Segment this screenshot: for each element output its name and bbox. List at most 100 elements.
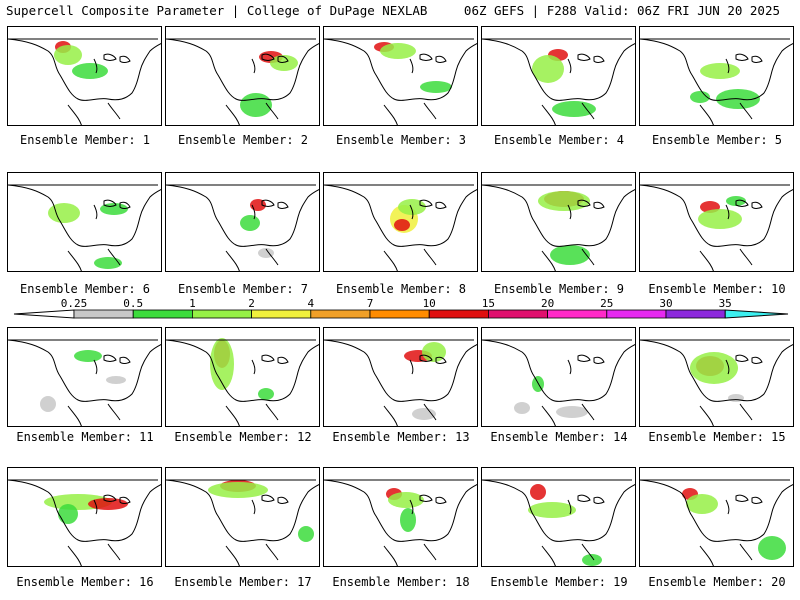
- coastline: [67, 543, 121, 566]
- coastline: [93, 53, 131, 74]
- scp-contour: [388, 492, 424, 508]
- scp-contour: [72, 63, 108, 79]
- member-label: Ensemble Member: 19: [490, 575, 628, 589]
- member-map-20: [639, 467, 794, 567]
- scp-contour: [538, 191, 590, 211]
- colorbar-segment: [73, 309, 134, 319]
- us-map-outline: [482, 38, 635, 125]
- scp-contour: [582, 554, 602, 566]
- scp-contour: [552, 101, 596, 117]
- member-label: Ensemble Member: 6: [19, 282, 151, 296]
- member-map-2: [165, 26, 320, 126]
- member-map-14: [481, 327, 636, 427]
- colorbar-segment: [191, 309, 252, 319]
- scp-contour: [698, 209, 742, 229]
- member-label: Ensemble Member: 7: [177, 282, 309, 296]
- coastline: [67, 102, 121, 125]
- coastline: [166, 184, 319, 247]
- scp-contour: [208, 482, 268, 498]
- coastline: [93, 199, 131, 220]
- coastline: [93, 494, 131, 515]
- member-map-11: [7, 327, 162, 427]
- colorbar-tick-label: 15: [481, 297, 496, 310]
- us-map-outline: [8, 479, 161, 566]
- coastline: [541, 403, 595, 426]
- scp-contour: [398, 199, 426, 215]
- scp-contour: [54, 45, 82, 65]
- member-label: Ensemble Member: 2: [177, 133, 309, 147]
- member-label: Ensemble Member: 11: [16, 430, 154, 444]
- scp-contour: [258, 248, 274, 258]
- member-label: Ensemble Member: 9: [493, 282, 625, 296]
- us-map-outline: [8, 38, 161, 125]
- member-label: Ensemble Member: 5: [651, 133, 783, 147]
- scp-contour: [106, 376, 126, 384]
- coastline: [409, 199, 447, 220]
- member-map-15: [639, 327, 794, 427]
- colorbar-segment: [487, 309, 548, 319]
- scp-contour: [532, 55, 564, 83]
- us-map-outline: [324, 339, 477, 426]
- coastline: [725, 494, 763, 515]
- scp-contour: [420, 81, 452, 93]
- colorbar-tick-label: 25: [600, 297, 614, 310]
- member-label: Ensemble Member: 12: [174, 430, 312, 444]
- coastline: [409, 354, 447, 375]
- us-map-outline: [482, 479, 635, 566]
- coastline: [482, 339, 635, 402]
- colorbar-tick-label: 1: [189, 297, 196, 310]
- member-map-19: [481, 467, 636, 567]
- scp-contour: [412, 408, 436, 420]
- coastline: [725, 354, 763, 375]
- coastline: [725, 53, 763, 74]
- us-map-outline: [482, 184, 635, 271]
- coastline: [225, 248, 279, 271]
- coastline: [251, 494, 289, 515]
- colorbar-segment: [132, 309, 193, 319]
- scp-contour: [528, 502, 576, 518]
- member-map-1: [7, 26, 162, 126]
- colorbar-segment: [606, 309, 667, 319]
- member-map-16: [7, 467, 162, 567]
- scp-contour: [728, 394, 744, 402]
- coastline: [166, 339, 319, 402]
- scp-contour: [758, 536, 786, 560]
- member-map-3: [323, 26, 478, 126]
- us-map-outline: [640, 38, 793, 125]
- us-map-outline: [640, 479, 793, 566]
- scp-contour: [74, 350, 102, 362]
- coastline: [567, 494, 605, 515]
- coastline: [640, 339, 793, 402]
- member-label: Ensemble Member: 3: [335, 133, 467, 147]
- coastline: [67, 248, 121, 271]
- colorbar-tick-label: 0.5: [123, 297, 144, 310]
- scp-contour: [88, 498, 128, 510]
- member-label: Ensemble Member: 15: [648, 430, 786, 444]
- coastline: [67, 403, 121, 426]
- coastline: [383, 248, 437, 271]
- coastline: [699, 403, 753, 426]
- member-map-10: [639, 172, 794, 272]
- us-map-outline: [166, 38, 319, 125]
- scp-contour: [94, 257, 122, 269]
- member-map-7: [165, 172, 320, 272]
- coastline: [93, 354, 131, 375]
- coastline: [482, 38, 635, 101]
- colorbar-segment: [251, 309, 312, 319]
- coastline: [541, 102, 595, 125]
- coastline: [383, 403, 437, 426]
- scp-contour: [690, 91, 710, 103]
- us-map-outline: [8, 339, 161, 426]
- us-map-outline: [166, 479, 319, 566]
- colorbar-segment: [310, 309, 371, 319]
- us-map-outline: [8, 184, 161, 271]
- colorbar-right-arrow: [724, 309, 789, 319]
- member-label: Ensemble Member: 18: [332, 575, 470, 589]
- coastline: [725, 199, 763, 220]
- member-label: Ensemble Member: 8: [335, 282, 467, 296]
- us-map-outline: [166, 338, 319, 426]
- member-label: Ensemble Member: 16: [16, 575, 154, 589]
- run-info: 06Z GEFS | F288 Valid: 06Z FRI JUN 20 20…: [463, 3, 780, 18]
- coastline: [567, 354, 605, 375]
- colorbar-tick-label: 10: [422, 297, 436, 310]
